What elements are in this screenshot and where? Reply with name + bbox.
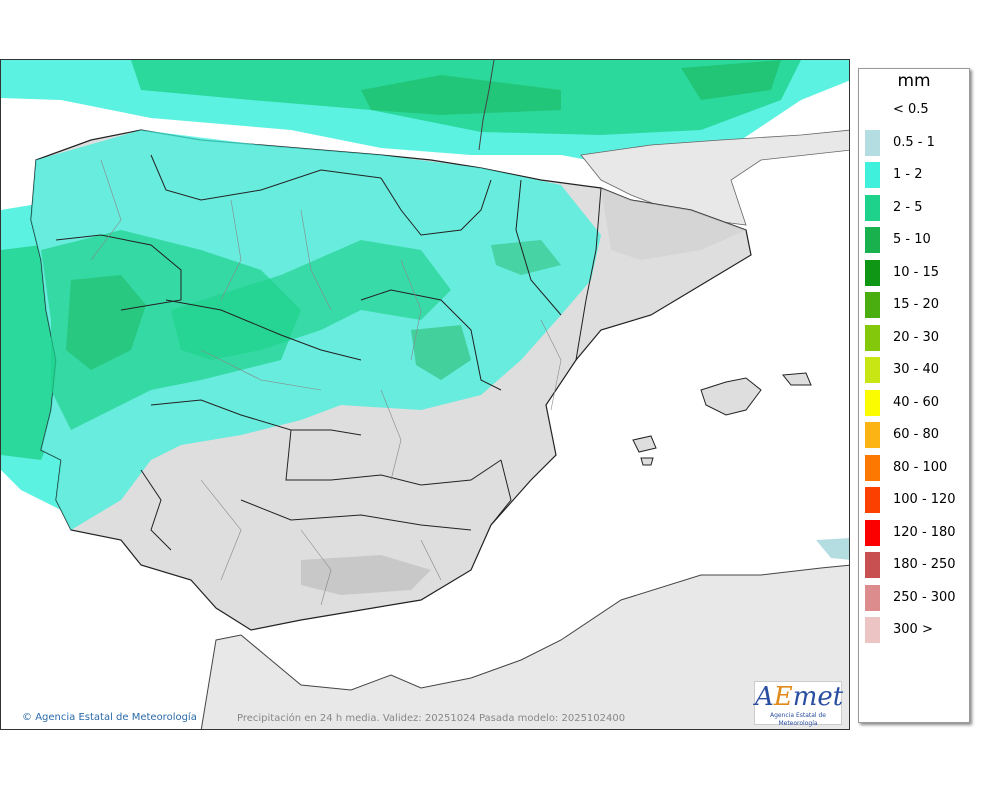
- legend-label: < 0.5: [893, 102, 929, 117]
- legend-swatch: [865, 389, 880, 416]
- precip-land-portugal-max: [66, 275, 146, 370]
- sierra-nevada-relief: [301, 555, 431, 595]
- legend-item: 40 - 60: [863, 389, 967, 416]
- legend-label: 60 - 80: [893, 427, 940, 442]
- legend-item: 80 - 100: [863, 454, 967, 481]
- precip-land-ebro: [491, 240, 561, 275]
- province-borders: [90, 159, 562, 606]
- ibiza: [632, 435, 657, 453]
- legend-label: 300 >: [893, 622, 933, 637]
- legend-label: 120 - 180: [893, 524, 956, 540]
- credit-text: Agencia Estatal de Meteorología: [35, 712, 197, 723]
- legend-item: 20 - 30: [863, 324, 967, 351]
- legend-item: 120 - 180: [863, 519, 967, 546]
- legend-swatch: [865, 422, 880, 448]
- copyright-icon: ©: [22, 712, 32, 723]
- legend-item: 180 - 250: [863, 552, 967, 578]
- legend-label: 2 - 5: [893, 199, 923, 215]
- legend-item: 15 - 20: [863, 292, 967, 318]
- map-footer-text: Precipitación en 24 h media. Validez: 20…: [237, 713, 626, 724]
- legend-label: 100 - 120: [893, 492, 956, 507]
- legend-label: 5 - 10: [893, 232, 931, 247]
- legend-swatch: [865, 292, 880, 318]
- legend-label: 30 - 40: [893, 362, 940, 377]
- formentera: [640, 457, 654, 466]
- regional-borders: [55, 154, 602, 551]
- legend-swatch: [865, 357, 880, 383]
- logo-wordmark: AEmet: [755, 682, 844, 712]
- menorca: [782, 372, 812, 386]
- legend-item: 1 - 2: [863, 162, 967, 188]
- north-africa: [200, 564, 849, 729]
- copyright-credit: © Agencia Estatal de Meteorología: [22, 712, 197, 723]
- legend-item: 30 - 40: [863, 357, 967, 383]
- aemet-logo: AEmet Agencia Estatal de Meteorología: [754, 681, 844, 727]
- legend-item: < 0.5: [863, 97, 967, 123]
- legend-swatch: [865, 162, 880, 188]
- legend-label: 80 - 100: [893, 459, 948, 475]
- legend-swatch: [865, 324, 880, 351]
- legend-item: 300 >: [863, 617, 967, 643]
- legend-label: 15 - 20: [893, 297, 940, 312]
- legend-unit: mm: [897, 71, 931, 91]
- legend-item: 60 - 80: [863, 422, 967, 448]
- precip-sea-ne-max: [681, 60, 781, 100]
- maritime-boundary: [478, 60, 495, 151]
- legend-label: 20 - 30: [893, 329, 940, 345]
- legend-item: 2 - 5: [863, 194, 967, 221]
- legend-item: 10 - 15: [863, 259, 967, 286]
- logo-subtext: Agencia Estatal de Meteorología: [769, 712, 826, 727]
- legend-label: 10 - 15: [893, 264, 940, 280]
- precip-land-center: [171, 240, 451, 360]
- legend-swatch: [865, 97, 880, 123]
- legend-swatch: [865, 227, 880, 253]
- legend-swatch: [865, 194, 880, 221]
- france-land: [580, 129, 849, 226]
- legend-swatch: [865, 617, 880, 643]
- precip-land-west: [41, 230, 301, 430]
- precipitation-legend: mm < 0.5 0.5 - 1 1 - 2 2 - 5 5 - 10 10 - 15 15…: [858, 68, 970, 723]
- legend-label: 1 - 2: [893, 167, 923, 182]
- legend-label: 250 - 300: [893, 589, 956, 605]
- legend-swatch: [865, 552, 880, 578]
- pyrenees-relief: [601, 188, 746, 260]
- legend-swatch: [865, 129, 880, 156]
- precip-sea-east: [816, 538, 849, 560]
- legend-item: 100 - 120: [863, 487, 967, 513]
- legend-swatch: [865, 487, 880, 513]
- precipitation-map[interactable]: [0, 59, 850, 730]
- legend-swatch: [865, 584, 880, 611]
- legend-swatch: [865, 454, 880, 481]
- legend-label: 180 - 250: [893, 557, 956, 572]
- legend-item: 5 - 10: [863, 227, 967, 253]
- map-canvas: [1, 60, 849, 729]
- legend-item: 0.5 - 1: [863, 129, 967, 156]
- legend-item: 250 - 300: [863, 584, 967, 611]
- legend-swatch: [865, 259, 880, 286]
- precip-sea-north-core: [131, 60, 801, 135]
- precip-sea-north-max: [361, 75, 561, 115]
- legend-swatch: [865, 519, 880, 546]
- legend-label: 40 - 60: [893, 394, 940, 410]
- mallorca: [700, 377, 762, 416]
- precip-land-center-max: [411, 325, 471, 380]
- legend-label: 0.5 - 1: [893, 134, 935, 150]
